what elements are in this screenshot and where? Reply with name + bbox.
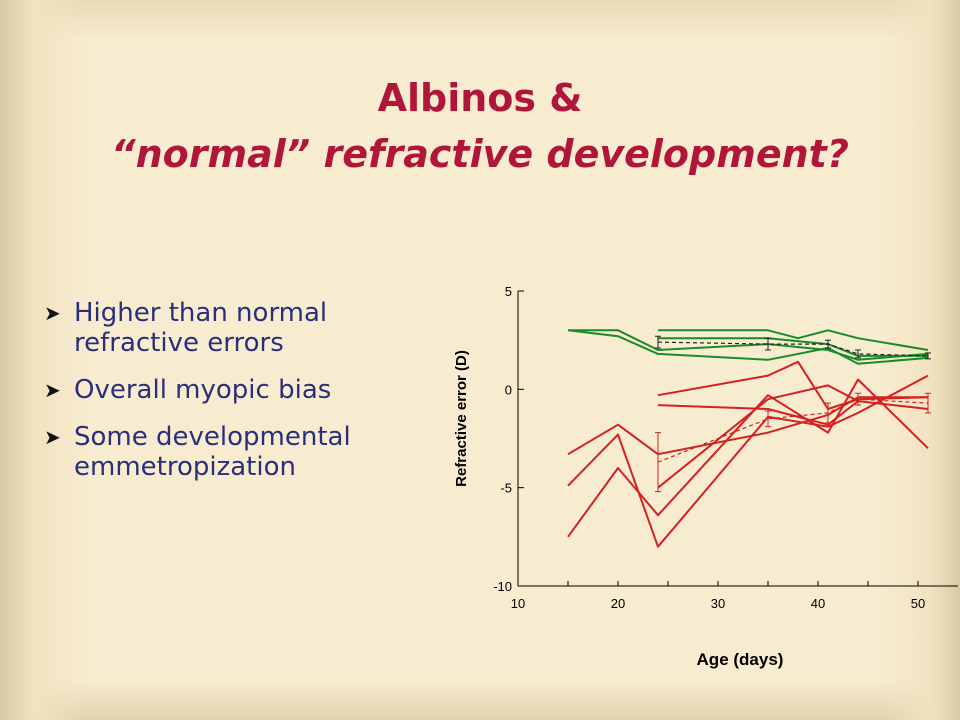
- y-axis-title: Refractive error (D): [453, 350, 470, 487]
- bullet-item: ➤ Some developmental emmetropization: [44, 422, 444, 482]
- bullet-text: Some developmental emmetropization: [74, 422, 351, 482]
- x-axis-title: Age (days): [697, 650, 784, 669]
- arrowhead-bullet-icon: ➤: [44, 425, 61, 449]
- arrowhead-bullet-icon: ➤: [44, 301, 61, 325]
- x-tick-label: 40: [811, 596, 825, 611]
- bullet-text: Higher than normal refractive errors: [74, 298, 328, 358]
- y-tick-label: 5: [505, 284, 512, 299]
- slide-title-line1: Albinos &: [377, 76, 583, 120]
- normal-series-line: [567, 329, 929, 365]
- x-tick-label: 20: [611, 596, 625, 611]
- arrowhead-bullet-icon: ➤: [44, 378, 61, 402]
- albino-series-line: [657, 384, 859, 489]
- bullet-list: ➤ Higher than normal refractive errors ➤…: [44, 298, 444, 499]
- bullet-item: ➤ Higher than normal refractive errors: [44, 298, 444, 358]
- y-tick-label: -10: [493, 579, 512, 594]
- y-tick-label: -5: [500, 481, 512, 496]
- bullet-item: ➤ Overall myopic bias: [44, 375, 444, 405]
- albino-series-line: [567, 374, 929, 548]
- albino-series-line: [567, 378, 929, 538]
- x-tick-label: 10: [511, 596, 525, 611]
- y-tick-label: 0: [505, 382, 512, 397]
- x-tick-label: 50: [911, 596, 925, 611]
- bullet-text: Overall myopic bias: [74, 375, 332, 405]
- albino-series-line: [657, 360, 929, 410]
- normal-series-line: [658, 329, 929, 351]
- x-tick-label: 30: [711, 596, 725, 611]
- slide-title-line2: “normal” refractive development?: [111, 132, 849, 176]
